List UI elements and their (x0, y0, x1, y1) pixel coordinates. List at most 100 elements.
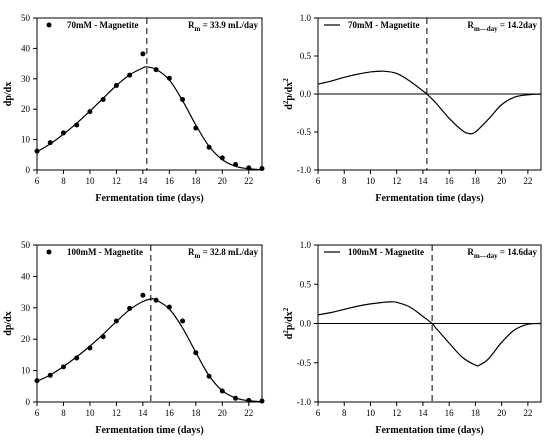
rate-annotation-subscript: m—day (474, 252, 498, 260)
y-tick-label: 0.0 (300, 89, 312, 99)
y-tick-label: 0.5 (300, 51, 312, 61)
data-point (60, 130, 66, 136)
rate-annotation-symbol: R (467, 247, 474, 257)
data-point (153, 67, 159, 73)
rate-annotation-symbol: R (188, 247, 195, 257)
x-tick-label: 16 (165, 176, 175, 186)
y-tick-label: 0 (26, 397, 31, 407)
data-point (219, 388, 225, 394)
x-tick-label: 16 (165, 408, 175, 418)
panel-second-derivative-70mm: 6 8 10 12 14 16 18 20 22-1.0-0.50.00.51.0Ferment… (282, 13, 542, 204)
x-tick-label: 22 (523, 408, 532, 418)
data-point (153, 297, 159, 303)
data-point (100, 96, 106, 102)
x-axis-title: Fermentation time (days) (375, 425, 483, 436)
y-axis-title-part: d (284, 333, 295, 339)
rate-annotation-subscript: m (195, 252, 201, 260)
rate-annotation-symbol: R (467, 20, 474, 30)
data-point (60, 364, 66, 370)
rate-annotation-value: = 32.8 mL/day (200, 247, 258, 257)
y-axis-title-part: p/dx (284, 311, 295, 330)
y-tick-label: 10 (21, 366, 31, 376)
x-axis-title: Fermentation time (days) (95, 425, 203, 436)
x-tick-label: 20 (497, 176, 507, 186)
y-tick-label: 10 (21, 135, 31, 145)
x-tick-label: 18 (191, 408, 201, 418)
y-axis-title: d2p/dx2 (282, 307, 295, 339)
rate-annotation-value: = 14.2day (498, 20, 538, 30)
rate-annotation: Rm—day = 14.6day (467, 247, 537, 260)
y-axis-title-sup: 2 (282, 330, 290, 334)
data-point (246, 165, 252, 171)
x-tick-label: 8 (61, 176, 66, 186)
y-axis-title-part: d (284, 104, 295, 110)
fitted-curve (36, 298, 263, 403)
x-tick-label: 6 (316, 176, 321, 186)
x-tick-label: 10 (85, 176, 95, 186)
y-tick-label: 50 (21, 13, 31, 23)
x-tick-label: 12 (112, 176, 121, 186)
y-tick-label: 0.0 (300, 319, 312, 329)
x-tick-label: 20 (218, 408, 228, 418)
y-axis-title: dp/dx (3, 311, 14, 335)
data-point (166, 304, 172, 310)
y-tick-label: 50 (21, 240, 31, 250)
x-tick-label: 8 (61, 408, 66, 418)
plot-frame (36, 17, 263, 171)
panel-second-derivative-100mm: 6 8 10 12 14 16 18 20 22-1.0-0.50.00.51.0Ferment… (282, 240, 542, 436)
legend-marker (46, 22, 52, 28)
data-point (206, 373, 212, 379)
x-tick-label: 12 (392, 176, 401, 186)
x-tick-label: 10 (85, 408, 95, 418)
data-point (74, 355, 80, 361)
y-tick-label: 1.0 (300, 240, 312, 250)
x-tick-label: 18 (471, 176, 481, 186)
fitted-curve (36, 66, 263, 171)
y-tick-label: 1.0 (300, 13, 312, 23)
x-tick-label: 20 (218, 176, 228, 186)
legend-label: 70mM - Magnetite (348, 20, 419, 30)
x-tick-label: 6 (316, 408, 321, 418)
y-tick-label: 0.5 (300, 279, 312, 289)
x-axis-title: Fermentation time (days) (95, 193, 203, 204)
x-tick-label: 16 (445, 176, 455, 186)
data-point (233, 162, 239, 168)
rate-annotation-value: = 14.6day (498, 247, 538, 257)
y-tick-label: -1.0 (297, 165, 312, 175)
y-tick-label: 20 (21, 334, 31, 344)
data-point (47, 140, 53, 146)
plot-frame (317, 17, 542, 171)
data-point (113, 82, 119, 88)
data-point (219, 155, 225, 161)
x-tick-label: 22 (244, 176, 253, 186)
y-axis-title-sup: 2 (282, 307, 290, 311)
rate-annotation-symbol: R (188, 20, 195, 30)
data-point (113, 318, 119, 324)
data-point (180, 96, 186, 102)
plot-frame (317, 244, 542, 403)
plot-frame (36, 244, 263, 403)
fitted-curve (317, 301, 542, 367)
data-point (259, 165, 265, 171)
x-tick-label: 8 (342, 176, 347, 186)
data-point (47, 372, 53, 378)
rate-annotation-value: = 33.9 mL/day (200, 20, 258, 30)
data-point (87, 345, 93, 351)
panel-rate-70mm: 6 8 10 12 14 16 18 20 22 0 10 20 30 40 50 Fermentation … (3, 13, 265, 204)
data-point (34, 378, 40, 384)
x-tick-label: 10 (366, 408, 376, 418)
x-axis-title: Fermentation time (days) (375, 193, 483, 204)
rate-annotation: Rm = 32.8 mL/day (188, 247, 258, 260)
rate-annotation-subscript: m—day (474, 25, 498, 33)
data-point (166, 75, 172, 81)
data-point (193, 125, 199, 131)
x-tick-label: 6 (35, 408, 40, 418)
rate-annotation: Rm—day = 14.2day (467, 20, 537, 33)
x-tick-label: 16 (445, 408, 455, 418)
rate-annotation-subscript: m (195, 25, 201, 33)
y-axis-title-sup: 2 (282, 100, 290, 104)
data-point (193, 350, 199, 356)
y-tick-label: 30 (21, 303, 31, 313)
data-point (180, 318, 186, 324)
